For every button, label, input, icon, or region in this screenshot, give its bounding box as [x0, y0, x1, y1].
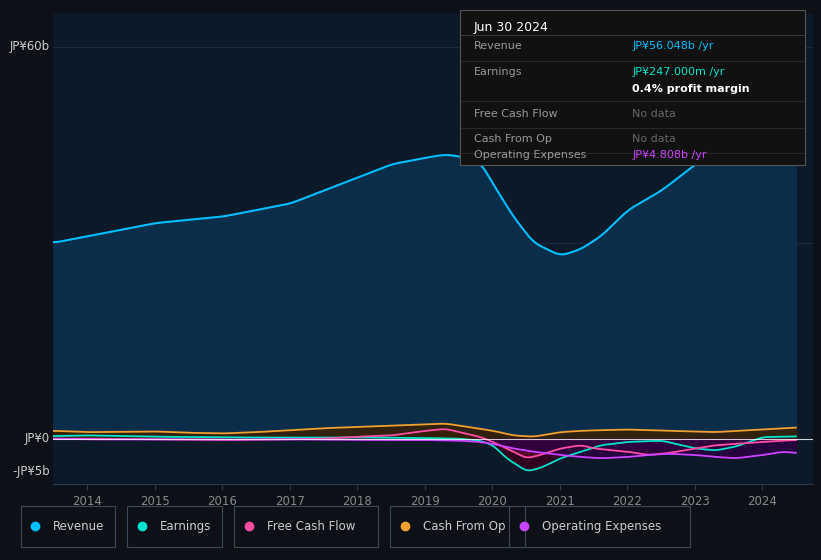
Text: -JP¥5b: -JP¥5b — [12, 465, 49, 478]
Text: No data: No data — [632, 134, 677, 144]
Text: Cash From Op: Cash From Op — [423, 520, 505, 533]
Text: 0.4% profit margin: 0.4% profit margin — [632, 84, 750, 94]
Text: Earnings: Earnings — [474, 67, 522, 77]
Text: JP¥56.048b /yr: JP¥56.048b /yr — [632, 41, 714, 50]
Text: Operating Expenses: Operating Expenses — [542, 520, 661, 533]
Text: Operating Expenses: Operating Expenses — [474, 150, 586, 160]
Text: No data: No data — [632, 109, 677, 119]
Text: Revenue: Revenue — [53, 520, 105, 533]
Text: JP¥0: JP¥0 — [25, 432, 49, 445]
Text: Cash From Op: Cash From Op — [474, 134, 552, 144]
Text: Free Cash Flow: Free Cash Flow — [474, 109, 557, 119]
Text: Free Cash Flow: Free Cash Flow — [267, 520, 355, 533]
Text: JP¥247.000m /yr: JP¥247.000m /yr — [632, 67, 725, 77]
Text: JP¥4.808b /yr: JP¥4.808b /yr — [632, 150, 707, 160]
Text: JP¥60b: JP¥60b — [10, 40, 49, 53]
Text: Jun 30 2024: Jun 30 2024 — [474, 21, 548, 34]
Text: Revenue: Revenue — [474, 41, 522, 50]
Text: Earnings: Earnings — [160, 520, 212, 533]
